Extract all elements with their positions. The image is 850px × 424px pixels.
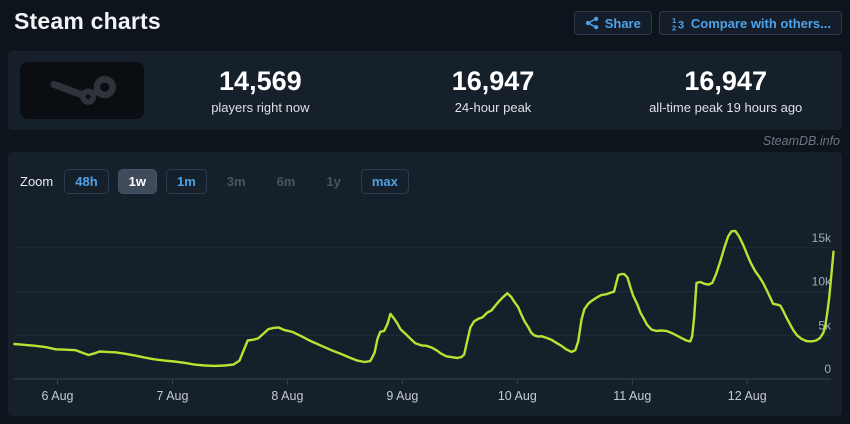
svg-text:3: 3 [678, 19, 684, 31]
app-logo-box [20, 62, 144, 119]
zoom-option-1m[interactable]: 1m [165, 169, 207, 194]
x-axis-label-7-aug: 7 Aug [156, 389, 188, 403]
compare-button-label: Compare with others... [690, 15, 831, 31]
stat-24h-peak: 16,947 24-hour peak [377, 66, 610, 114]
zoom-option-1w[interactable]: 1w [117, 169, 157, 194]
zoom-option-48h[interactable]: 48h [64, 169, 109, 194]
stat-current-players: 14,569 players right now [144, 66, 377, 114]
zoom-option-1y: 1y [315, 169, 351, 194]
all-time-peak-caption: all-time peak 19 hours ago [649, 99, 803, 115]
zoom-label: Zoom [20, 174, 54, 189]
current-players-caption: players right now [211, 99, 310, 115]
y-axis-label-0: 0 [824, 362, 831, 376]
x-axis-label-8-aug: 8 Aug [271, 389, 303, 403]
svg-text:2: 2 [672, 23, 676, 31]
x-axis-label-6-aug: 6 Aug [42, 389, 74, 403]
peak-24h-value: 16,947 [451, 66, 535, 97]
stat-all-time-peak: 16,947 all-time peak 19 hours ago [609, 66, 842, 114]
stats-panel: 14,569 players right now 16,947 24-hour … [8, 51, 842, 130]
compare-icon: 1 2 3 [672, 16, 684, 31]
page-title: Steam charts [14, 8, 161, 34]
player-count-line [13, 229, 835, 368]
share-icon [585, 16, 598, 30]
current-players-value: 14,569 [219, 66, 302, 97]
x-axis-label-11-aug: 11 Aug [613, 389, 651, 403]
share-button-label: Share [604, 15, 641, 31]
peak-24h-caption: 24-hour peak [454, 99, 532, 115]
steamdb-watermark: SteamDB.info [762, 134, 840, 148]
compare-with-others-button[interactable]: 1 2 3 Compare with others... [658, 11, 842, 35]
zoom-option-3m: 3m [216, 169, 257, 194]
zoom-range-bar: Zoom 48h 1w 1m 3m 6m 1y max [20, 169, 409, 194]
all-time-peak-value: 16,947 [684, 66, 767, 97]
y-axis-label-15k: 15k [812, 231, 832, 245]
x-axis-label-10-aug: 10 Aug [498, 389, 537, 403]
zoom-option-6m: 6m [266, 169, 307, 194]
share-button[interactable]: Share [573, 11, 652, 35]
zoom-option-max[interactable]: max [360, 169, 409, 194]
x-axis-label-12-aug: 12 Aug [728, 389, 767, 403]
x-axis-label-9-aug: 9 Aug [386, 389, 418, 403]
header-actions: Share 1 2 3 Compare with others... [573, 11, 842, 35]
steam-logo-icon [50, 75, 116, 105]
svg-text:1: 1 [672, 16, 676, 25]
y-axis-label-10k: 10k [812, 275, 832, 289]
